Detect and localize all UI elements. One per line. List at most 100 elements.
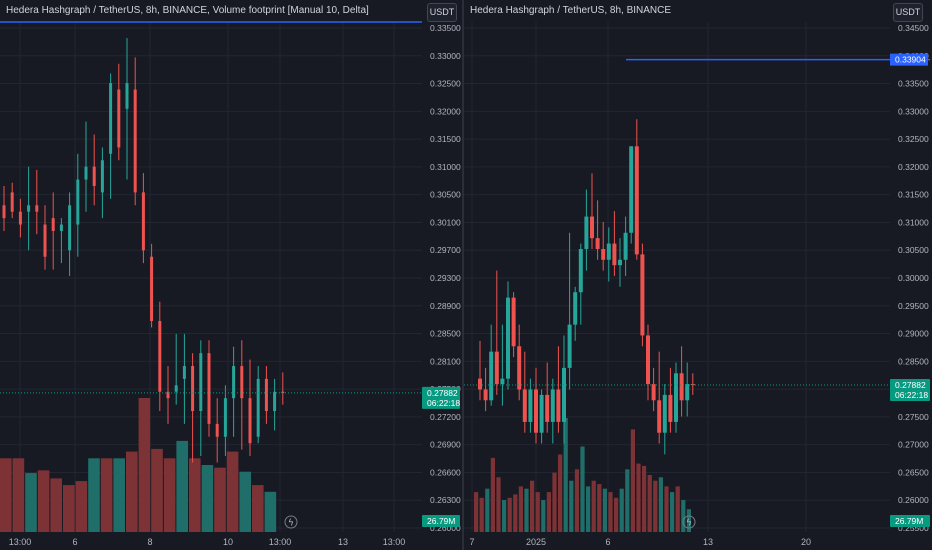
lightning-icon xyxy=(682,515,696,529)
candle-body xyxy=(584,216,589,249)
y-tick-label: 0.29000 xyxy=(898,329,929,339)
volume-bar xyxy=(151,448,163,532)
candle-body xyxy=(174,385,178,392)
chart-canvas-left[interactable]: 0.33500 0.33000 0.32500 0.32000 0.31500 0.310… xyxy=(0,0,462,550)
candle-body xyxy=(133,89,137,193)
volume-bar xyxy=(591,480,596,532)
volume-bar xyxy=(518,486,523,532)
candle-body xyxy=(567,324,572,368)
y-tick-label: 0.28500 xyxy=(898,356,929,366)
y-tick-label: 0.30100 xyxy=(430,217,461,227)
candle-body xyxy=(646,335,650,385)
horizontal-line-tag xyxy=(890,53,928,66)
y-tick-label: 0.30000 xyxy=(898,273,929,283)
candle-body xyxy=(2,205,6,219)
candle-body xyxy=(534,389,538,433)
volume-bar xyxy=(625,469,630,532)
x-tick-label: 13 xyxy=(703,537,713,547)
candle-body xyxy=(545,394,550,422)
countdown-label: 06:22:18 xyxy=(427,398,460,408)
y-tick-label: 0.34500 xyxy=(898,23,929,33)
candle-body xyxy=(248,398,252,444)
candle-body xyxy=(207,353,211,424)
x-tick-label: 2025 xyxy=(526,537,546,547)
candle-body xyxy=(657,400,662,433)
candle-body xyxy=(517,346,522,390)
volume-bar xyxy=(485,488,490,532)
lightning-icon xyxy=(284,515,298,529)
candle-body xyxy=(674,373,678,422)
candle-body xyxy=(522,389,527,422)
volume-bar xyxy=(226,451,239,532)
quote-unit-button[interactable]: USDT xyxy=(427,3,457,22)
candle-body xyxy=(84,166,88,180)
volume-bar xyxy=(602,488,607,532)
y-tick-label: 0.26300 xyxy=(430,495,461,505)
volume-bar xyxy=(12,458,25,532)
last-price-label: 0.27882 xyxy=(427,388,458,398)
volume-bar xyxy=(50,478,62,532)
volume-bar xyxy=(630,429,635,532)
candle-body xyxy=(550,389,555,422)
candle-body xyxy=(264,378,268,412)
y-tick-label: 0.33000 xyxy=(430,51,461,61)
volume-bar xyxy=(541,500,546,532)
candle-body xyxy=(556,389,561,422)
candle-body xyxy=(215,423,219,437)
quote-unit-button[interactable]: USDT xyxy=(893,3,923,22)
candle-body xyxy=(150,256,154,322)
volume-bar xyxy=(25,473,37,532)
candle-body xyxy=(240,366,244,399)
volume-bar xyxy=(502,500,507,532)
chart-canvas-right[interactable]: 0.345000.340000.335000.330000.325000.320… xyxy=(464,0,932,550)
x-tick-label: 13:00 xyxy=(383,537,406,547)
volume-bar xyxy=(608,492,613,532)
volume-tag xyxy=(422,515,460,527)
candle-body xyxy=(199,353,203,412)
pane-divider[interactable] xyxy=(462,0,464,550)
candle-body xyxy=(76,179,80,225)
candle-body xyxy=(606,243,611,260)
candle-body xyxy=(634,146,639,255)
candle-body xyxy=(623,232,628,260)
chart-pane-left[interactable]: 0.33500 0.33000 0.32500 0.32000 0.31500 0.310… xyxy=(0,0,462,550)
volume-bar xyxy=(664,486,669,532)
volume-bar xyxy=(586,486,591,532)
volume-bar xyxy=(552,472,557,532)
y-tick-label: 0.32500 xyxy=(898,134,929,144)
candle-body xyxy=(166,391,170,399)
volume-bar xyxy=(530,480,535,532)
volume-bar xyxy=(563,418,568,532)
volume-bar xyxy=(479,497,484,532)
volume-bar xyxy=(63,485,75,532)
price-axis xyxy=(422,0,462,550)
volume-bar xyxy=(239,471,251,532)
candle-body xyxy=(640,254,645,336)
volume-tag xyxy=(890,515,930,527)
y-tick-label: 0.26000 xyxy=(430,523,461,533)
volume-bar xyxy=(686,509,691,532)
volume-bar xyxy=(75,481,88,532)
volume-bar xyxy=(252,485,264,532)
volume-bar xyxy=(126,451,138,532)
y-tick-label: 0.30500 xyxy=(430,190,461,200)
y-tick-label: 0.31000 xyxy=(430,162,461,172)
candle-body xyxy=(685,384,690,401)
volume-bar xyxy=(619,488,624,532)
candle-body xyxy=(483,389,488,401)
lightning-icon-glyph: ϟ xyxy=(288,519,294,529)
candle-body xyxy=(10,192,14,212)
volume-bar xyxy=(113,458,125,532)
volume-bar xyxy=(653,480,658,532)
chart-title: Hedera Hashgraph / TetherUS, 8h, BINANCE… xyxy=(6,5,369,16)
candle-body xyxy=(668,394,673,422)
y-tick-label: 0.31500 xyxy=(430,134,461,144)
chart-pane-right[interactable]: 0.345000.340000.335000.330000.325000.320… xyxy=(464,0,932,550)
candle-body xyxy=(494,351,499,385)
candle-body xyxy=(590,216,594,239)
volume-bar xyxy=(574,469,579,532)
x-tick-label: 8 xyxy=(147,537,152,547)
volume-bar xyxy=(513,494,518,532)
volume-bar xyxy=(658,477,663,532)
candle-body xyxy=(506,297,510,379)
